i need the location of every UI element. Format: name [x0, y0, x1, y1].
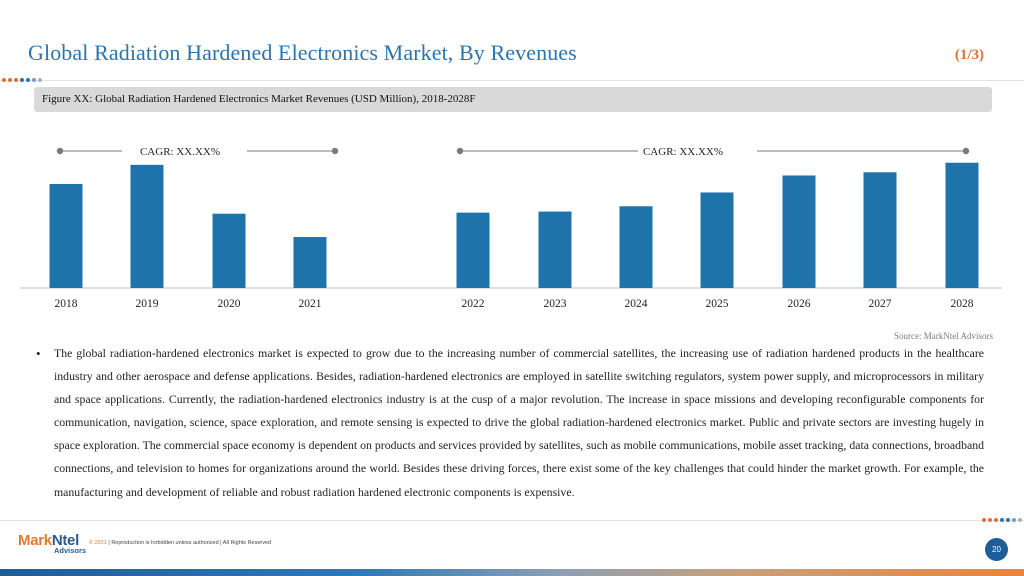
header-divider [0, 80, 1024, 81]
decorative-dot [1006, 518, 1010, 522]
bottom-color-band [0, 569, 1024, 576]
decorative-dot [26, 78, 30, 82]
decorative-dots-top [2, 78, 42, 82]
figure-caption: Figure XX: Global Radiation Hardened Ele… [34, 87, 992, 112]
decorative-dot [14, 78, 18, 82]
bar-2022 [456, 212, 490, 288]
cagr-endpoint [456, 147, 464, 155]
decorative-dot [1012, 518, 1016, 522]
bar-2028 [945, 162, 979, 288]
bullet-marker: • [36, 346, 41, 361]
logo-mark-text: Mark [18, 532, 52, 549]
decorative-dot [8, 78, 12, 82]
x-tick-label: 2027 [869, 298, 892, 310]
x-tick-label: 2025 [706, 298, 729, 310]
logo-subtitle: Advisors [54, 546, 87, 555]
x-tick-label: 2028 [951, 298, 974, 310]
bar-2018 [49, 183, 83, 288]
x-tick-label: 2026 [788, 298, 811, 310]
copyright-notice: © 2021 | Reproduction is forbidden unles… [89, 540, 271, 546]
page-title: Global Radiation Hardened Electronics Ma… [28, 40, 577, 65]
cagr-endpoint [331, 147, 339, 155]
x-tick-label: 2024 [625, 298, 648, 310]
cagr-endpoint [962, 147, 970, 155]
decorative-dots-bottom [982, 518, 1022, 522]
bar-2023 [538, 211, 572, 288]
x-tick-label: 2021 [299, 298, 322, 310]
bar-chart: 2018 2019 2020 2021 2022 2023 2024 2025 2026 2027… [20, 146, 1002, 310]
x-tick-label: 2022 [462, 298, 485, 310]
logo-ntel-text: Ntel [51, 532, 79, 549]
bar-2026 [782, 175, 816, 288]
decorative-dot [994, 518, 998, 522]
page-marker: (1/3) [954, 47, 984, 63]
bullet-paragraph: The global radiation-hardened electronic… [54, 346, 984, 499]
decorative-dot [1000, 518, 1004, 522]
cagr-label: CAGR: XX.XX% [140, 146, 220, 158]
decorative-dot [1018, 518, 1022, 522]
company-logo: MarkNtel Advisors [18, 532, 86, 555]
decorative-dot [2, 78, 6, 82]
page-number-badge: 20 [985, 538, 1008, 561]
bullet-list: • The global radiation-hardened electron… [36, 342, 984, 504]
decorative-dot [988, 518, 992, 522]
bar-2019 [130, 164, 164, 288]
cagr-endpoint [56, 147, 64, 155]
decorative-dot [20, 78, 24, 82]
x-tick-label: 2020 [218, 298, 241, 310]
x-tick-label: 2023 [544, 298, 567, 310]
bar-2027 [863, 172, 897, 288]
decorative-dot [38, 78, 42, 82]
bar-2021 [293, 237, 327, 288]
x-tick-label: 2019 [136, 298, 159, 310]
bar-2025 [700, 192, 734, 288]
bar-2020 [212, 213, 246, 288]
bar-2024 [619, 206, 653, 288]
cagr-label: CAGR: XX.XX% [643, 146, 723, 158]
decorative-dot [982, 518, 986, 522]
footer-divider [0, 520, 1024, 521]
x-tick-label: 2018 [55, 298, 78, 310]
source-note: Source: MarkNtel Advisors [894, 331, 993, 341]
decorative-dot [32, 78, 36, 82]
copyright-text: | Reproduction is forbidden unless autho… [106, 540, 272, 546]
copyright-year: © 2021 [89, 540, 107, 546]
